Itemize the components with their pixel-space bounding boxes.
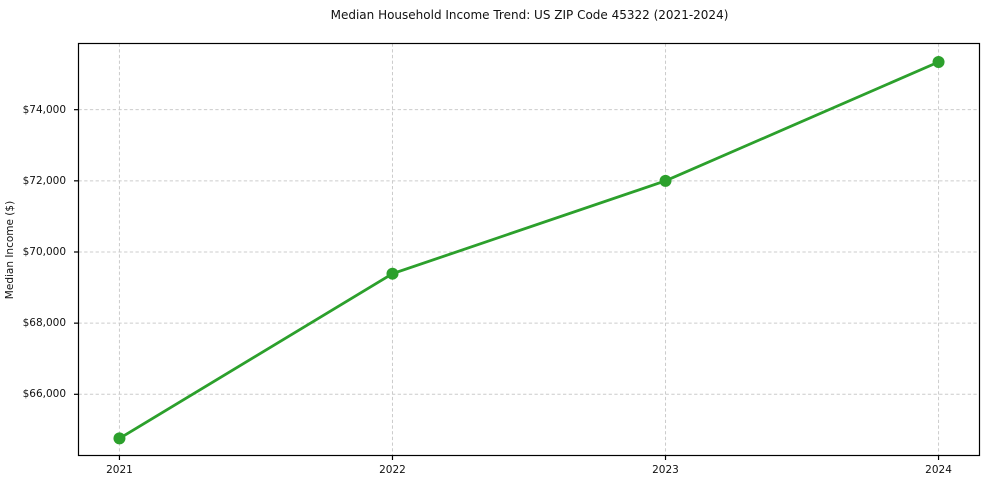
data-point-2021	[113, 432, 126, 445]
y-tick-label: $66,000	[22, 388, 66, 401]
y-tick-label: $68,000	[22, 317, 66, 330]
chart-title: Median Household Income Trend: US ZIP Co…	[330, 8, 729, 22]
y-tick-label: $74,000	[22, 103, 66, 116]
x-tick-label: 2023	[652, 463, 679, 476]
y-tick-label: $72,000	[22, 174, 66, 187]
x-tick-label: 2022	[379, 463, 406, 476]
data-line	[118, 60, 940, 440]
x-tick-label: 2024	[925, 463, 952, 476]
x-tick-label: 2021	[106, 463, 133, 476]
data-point-2022	[386, 267, 399, 280]
data-point-2024	[932, 56, 945, 69]
y-tick-label: $70,000	[22, 245, 66, 258]
data-point-2023	[659, 174, 672, 187]
axes-spines	[77, 42, 981, 457]
